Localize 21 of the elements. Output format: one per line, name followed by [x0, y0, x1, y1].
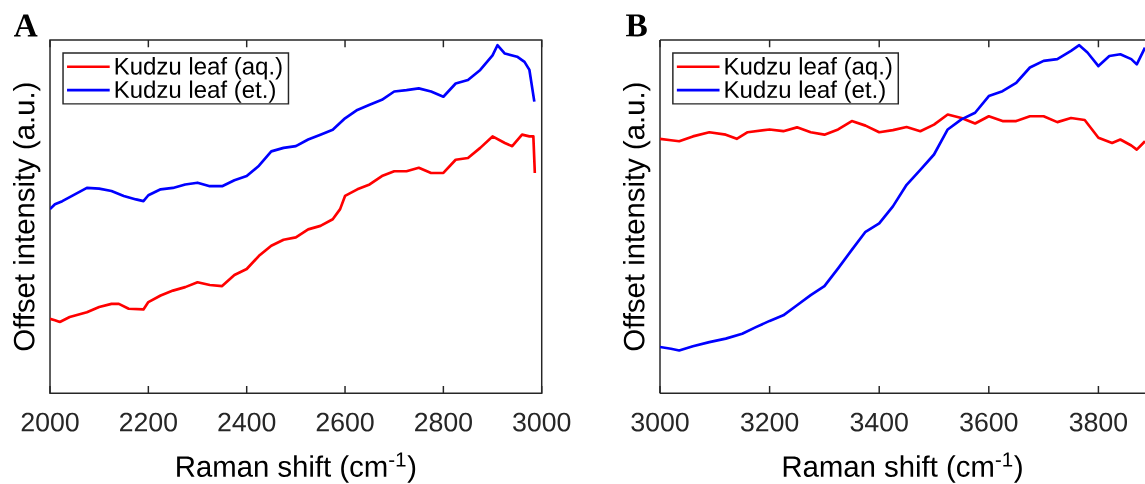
y-axis-title: Offset intensity (a.u.)	[622, 83, 651, 351]
x-tick-label: 3800	[1069, 412, 1128, 432]
x-tick-label: 3000	[513, 412, 571, 432]
legend-label: Kudzu leaf (et.)	[115, 80, 275, 103]
x-axis-title: Raman shift (cm$^{-1}$)	[783, 452, 1022, 483]
legend-label: Kudzu leaf (et.)	[725, 80, 885, 103]
x-tick-label: 2400	[218, 412, 276, 432]
x-tick-label: 3600	[960, 412, 1018, 432]
chart-title: A	[14, 14, 38, 37]
legend-label: Kudzu leaf (aq.)	[725, 57, 892, 80]
x-tick-label: 3200	[740, 412, 799, 432]
x-tick-label: 2600	[316, 412, 374, 432]
x-tick-label: 2200	[120, 412, 177, 432]
x-tick-label: 2800	[415, 412, 472, 432]
legend-label: Kudzu leaf (aq.)	[115, 57, 282, 80]
x-tick-label: 3400	[850, 412, 908, 432]
y-axis-title: Offset intensity (a.u.)	[13, 83, 41, 351]
chart-title: B	[626, 14, 647, 37]
x-tick-label: 2000	[21, 412, 79, 432]
x-axis-title: Raman shift (cm$^{-1}$)	[177, 452, 416, 483]
x-tick-label: 3000	[631, 412, 689, 432]
